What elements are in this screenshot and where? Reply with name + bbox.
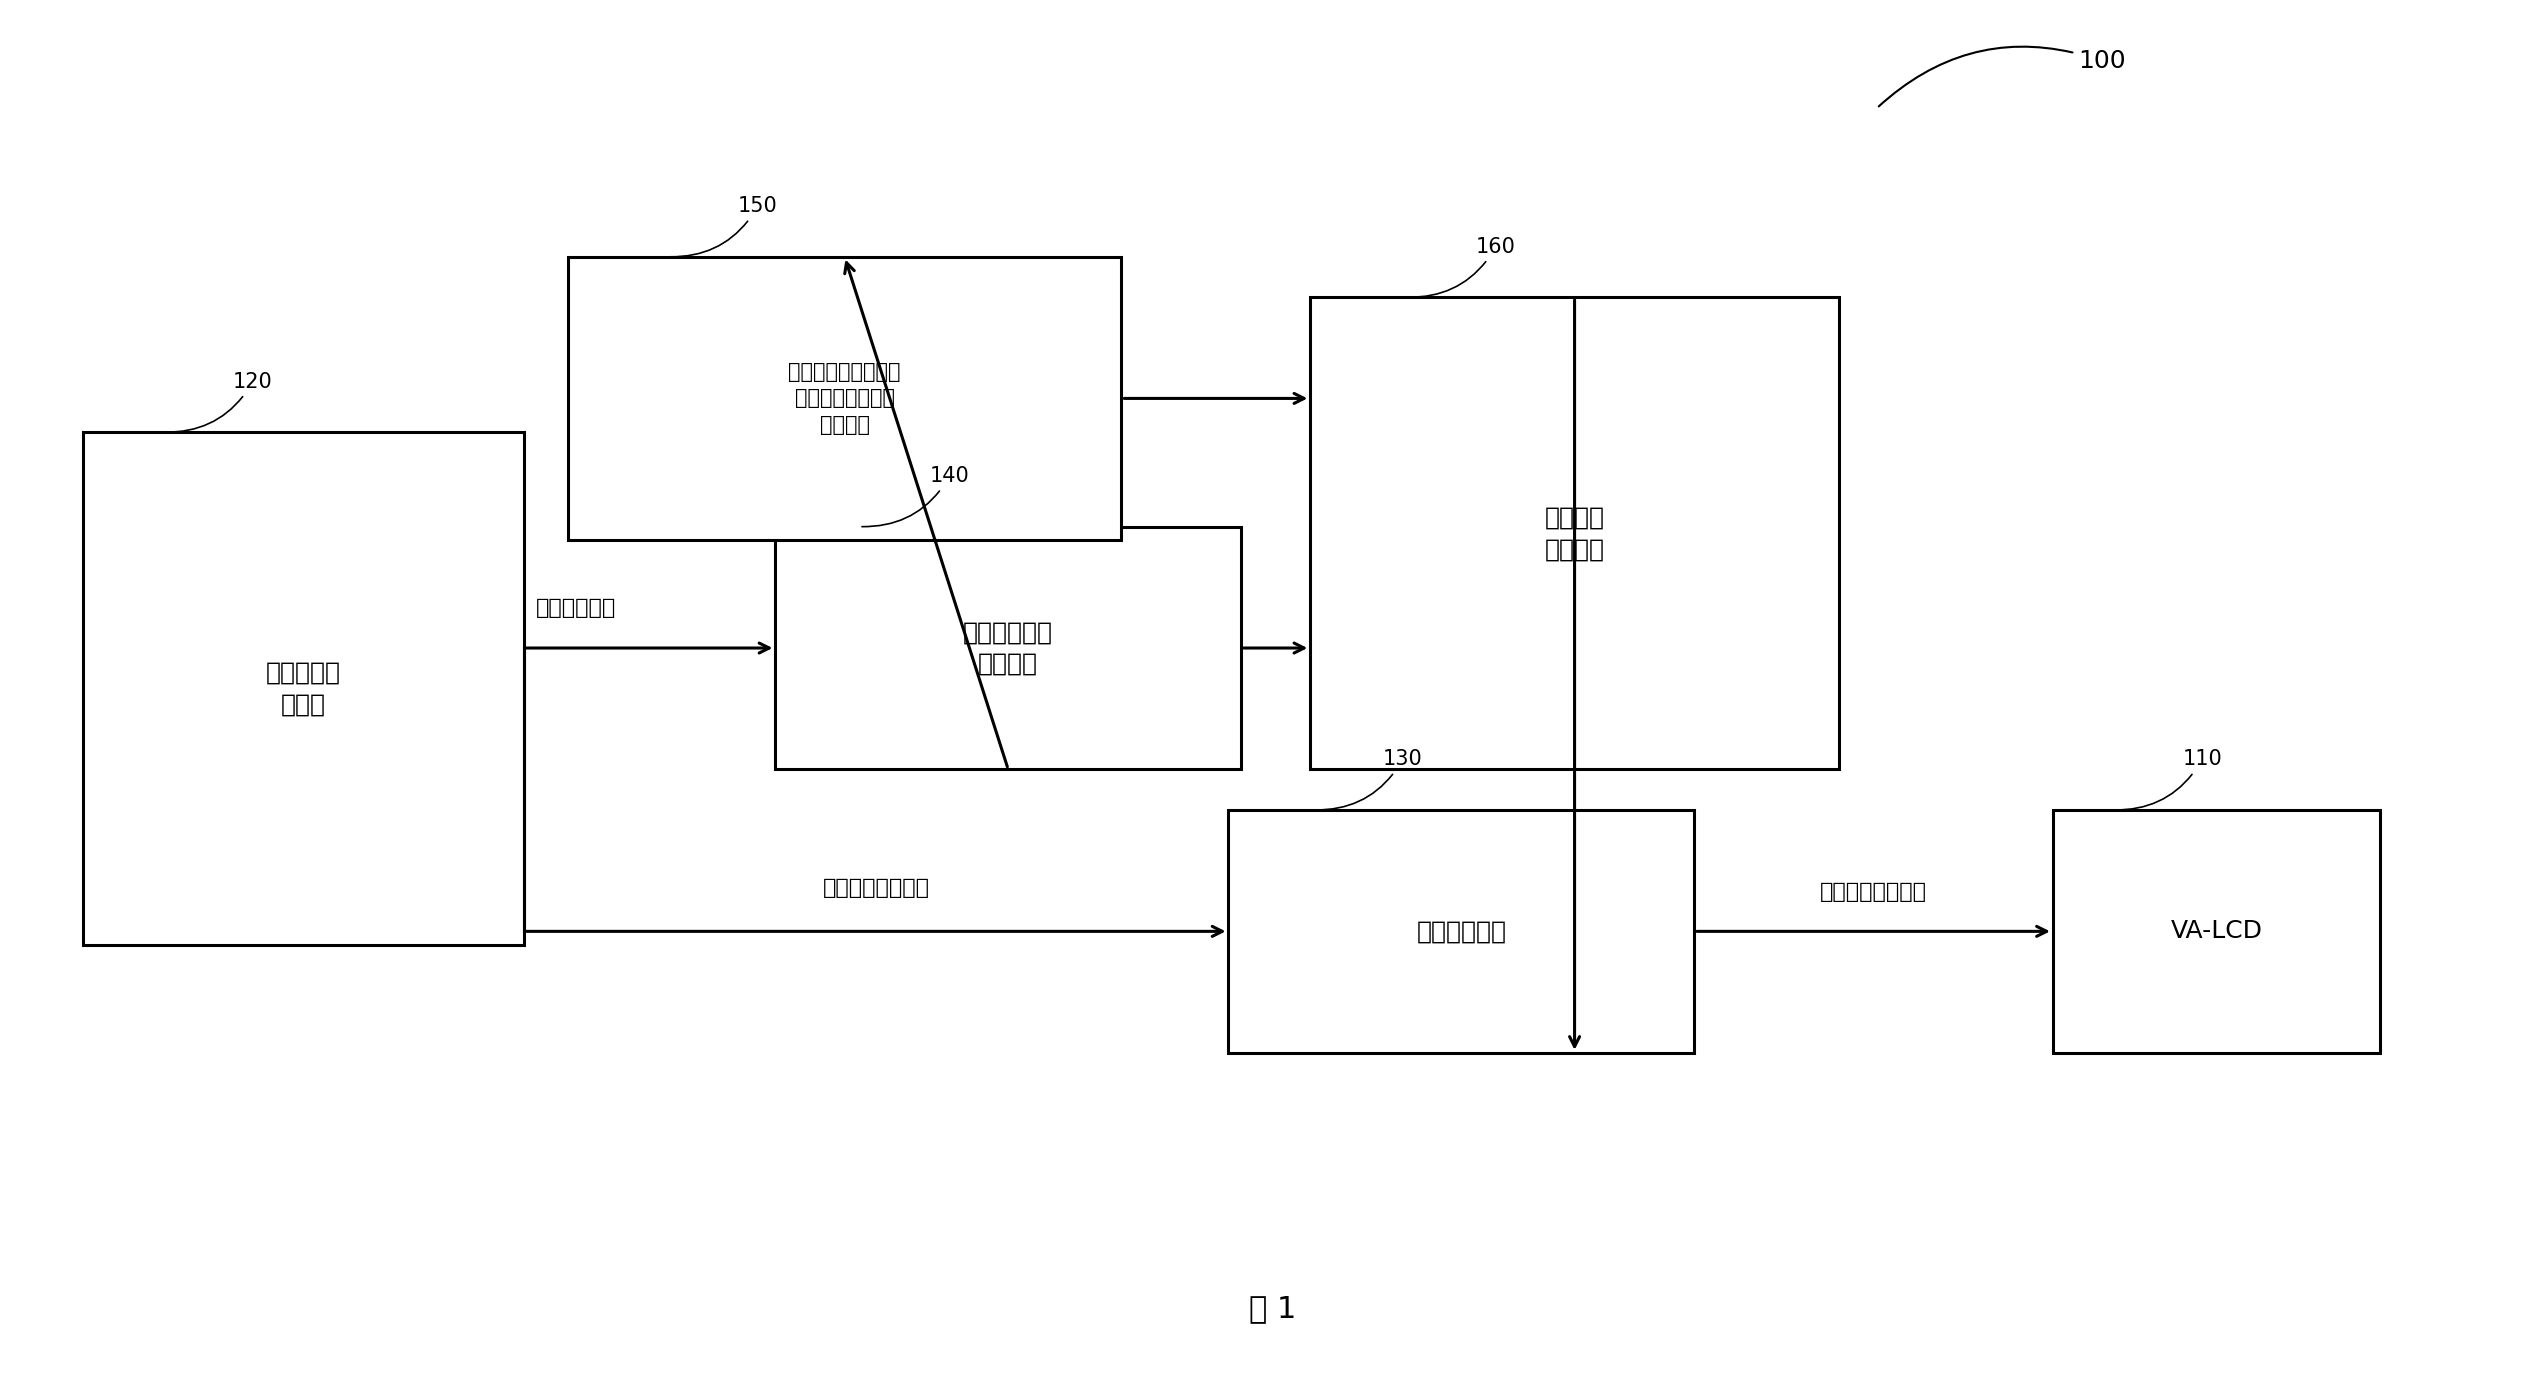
Bar <box>84 432 524 945</box>
Text: 140: 140 <box>863 465 970 526</box>
Bar <box>776 526 1242 770</box>
Bar <box>1311 297 1840 770</box>
Text: 图像信号（输出）: 图像信号（输出） <box>1820 881 1927 902</box>
Text: 图像信号（输入）: 图像信号（输入） <box>822 877 929 898</box>
Bar <box>568 256 1122 540</box>
Text: VA-LCD: VA-LCD <box>2171 920 2263 943</box>
Text: 110: 110 <box>2115 749 2222 810</box>
Text: 信号限制电路: 信号限制电路 <box>1415 920 1507 943</box>
Text: 图 1: 图 1 <box>1250 1294 1295 1323</box>
Text: 限制电压
生成电路: 限制电压 生成电路 <box>1545 505 1603 562</box>
Text: 100: 100 <box>1878 47 2125 106</box>
Text: 150: 150 <box>669 197 779 257</box>
Text: 按照像素画面位置的
每一个的限制电压
存储电路: 按照像素画面位置的 每一个的限制电压 存储电路 <box>789 362 901 435</box>
Bar <box>1229 810 1695 1053</box>
Text: 160: 160 <box>1407 237 1517 297</box>
Text: 图像帧数据
存储部: 图像帧数据 存储部 <box>265 661 341 716</box>
Bar <box>2054 810 2380 1053</box>
Text: 像素画面位置
检测电路: 像素画面位置 检测电路 <box>962 620 1054 676</box>
Text: 130: 130 <box>1316 749 1423 810</box>
Text: 120: 120 <box>165 372 272 432</box>
Text: 图像同步信号: 图像同步信号 <box>537 599 616 618</box>
